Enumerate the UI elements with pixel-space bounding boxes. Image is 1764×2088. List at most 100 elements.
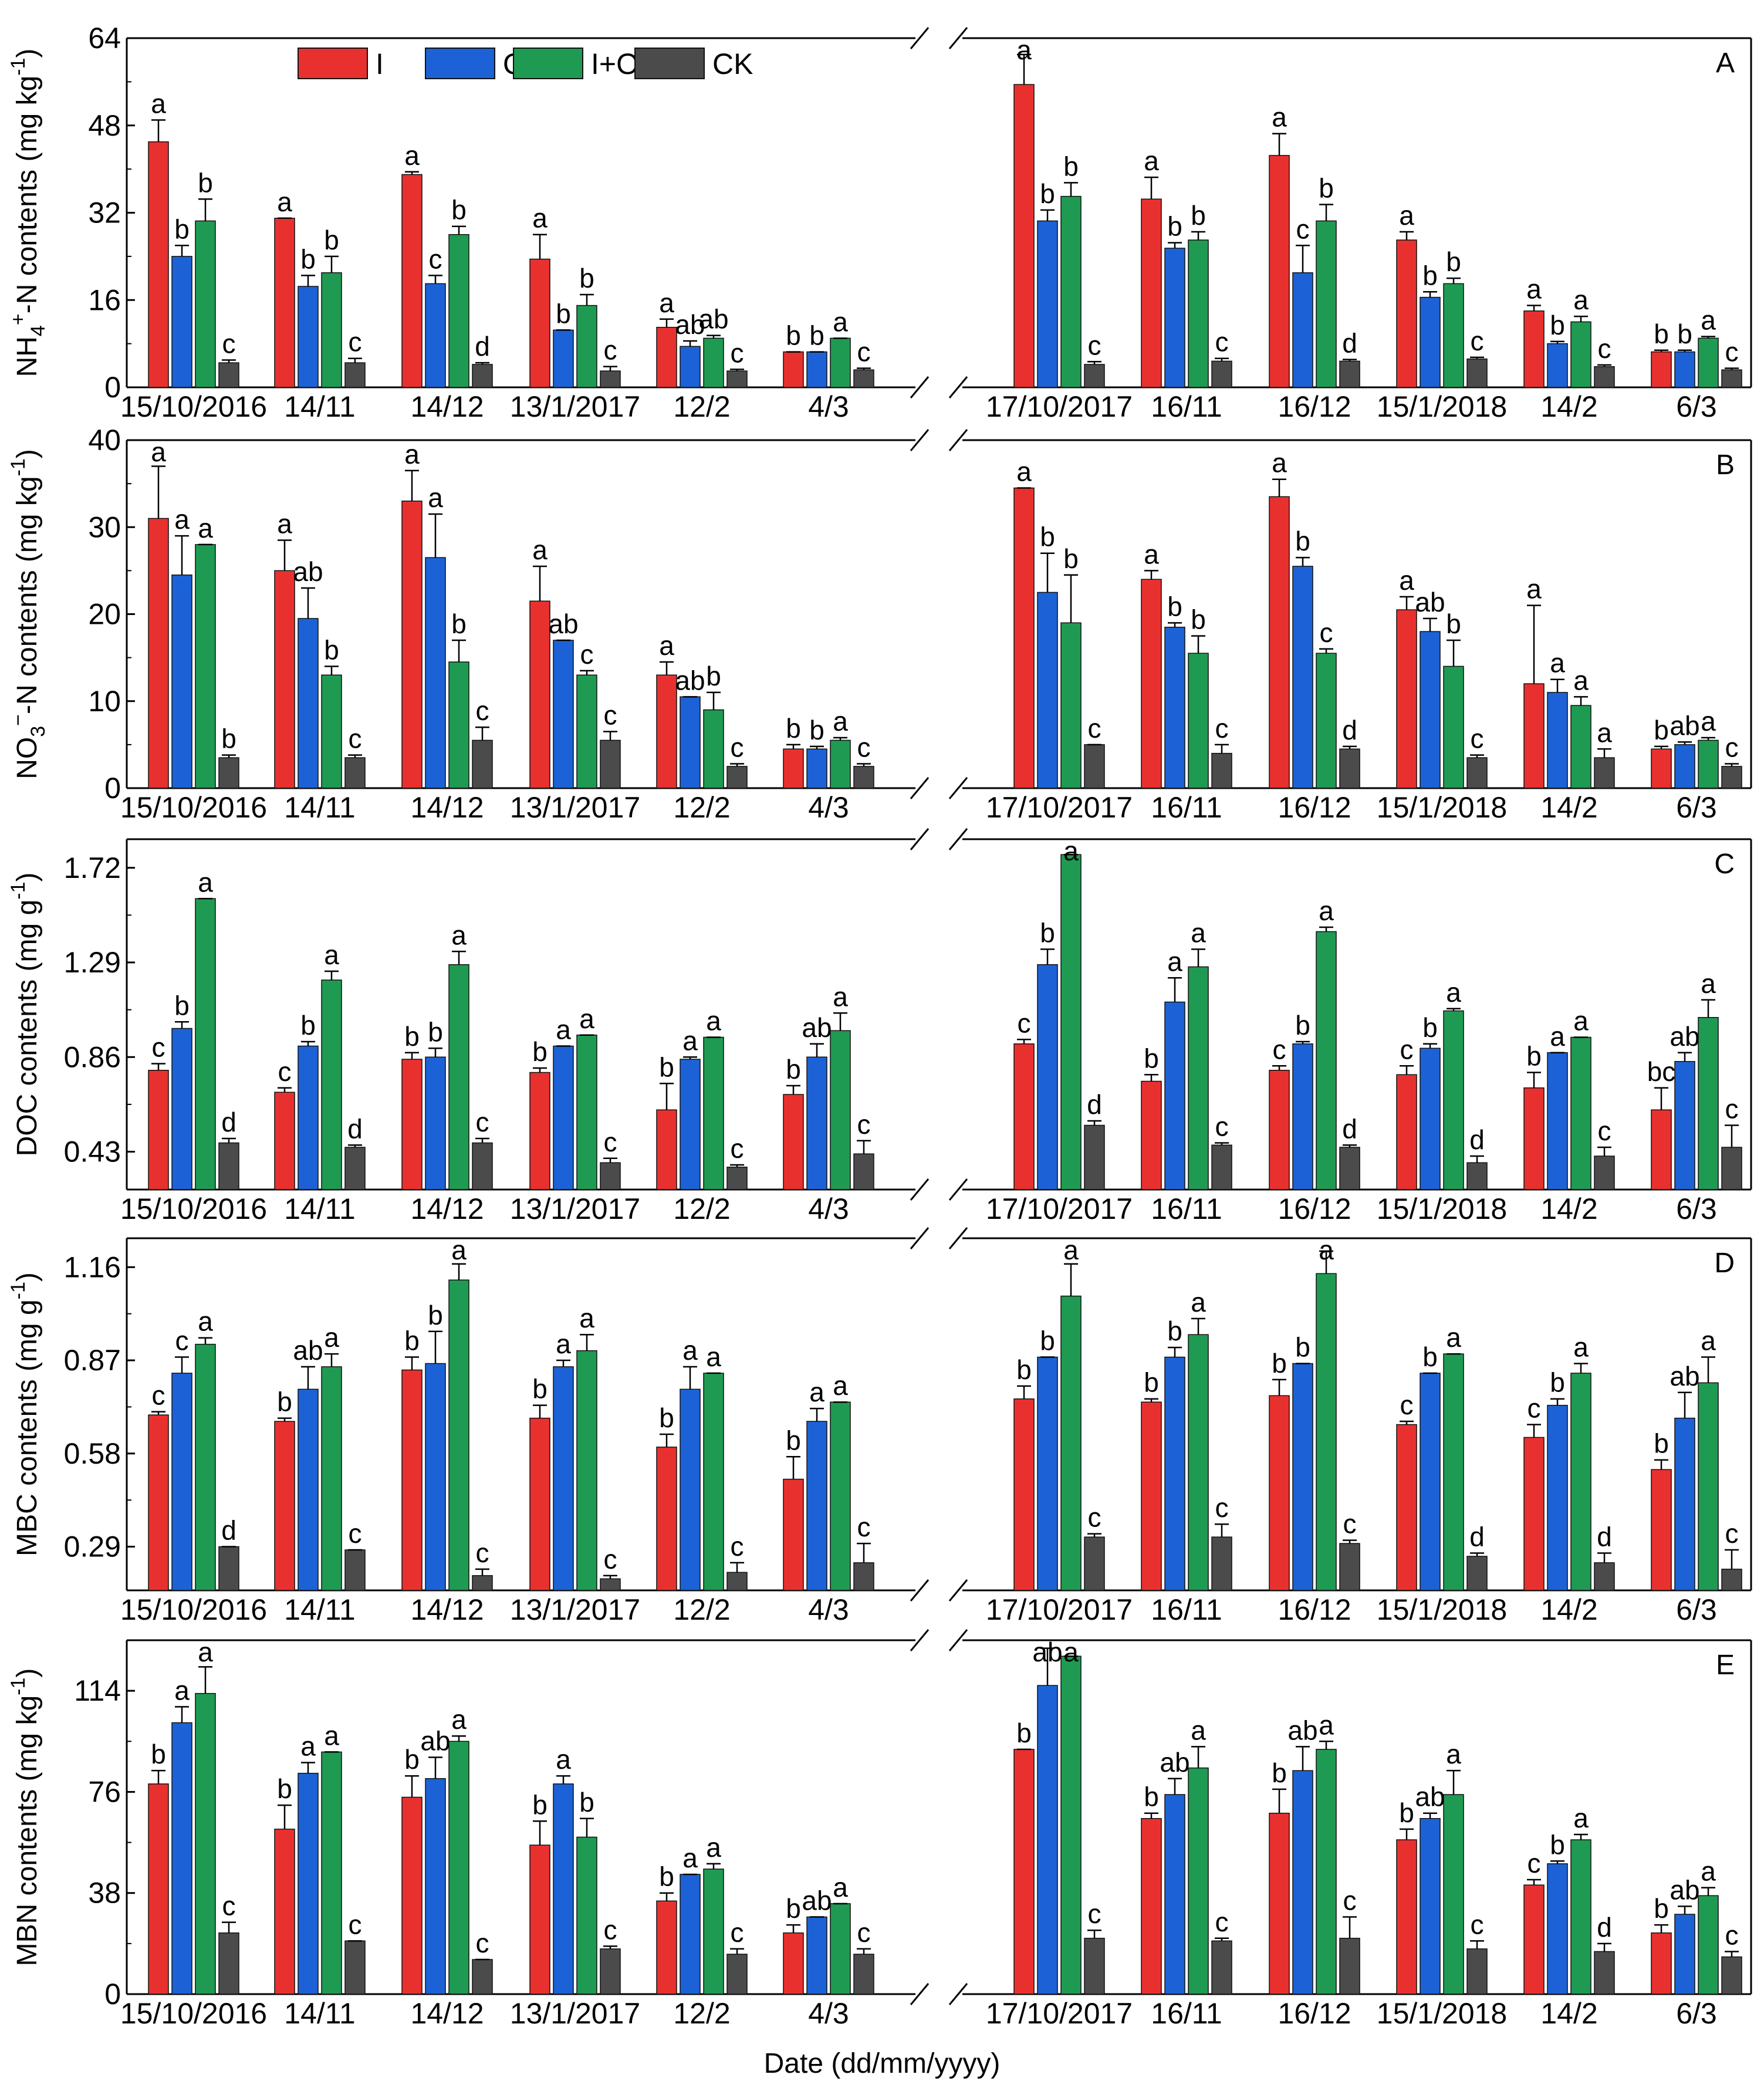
significance-letter: d <box>1342 1113 1357 1144</box>
significance-letter: a <box>324 1720 339 1751</box>
legend-swatch <box>634 48 705 79</box>
significance-letter: c <box>1725 336 1739 367</box>
significance-letter: b <box>1422 1342 1438 1372</box>
bar <box>1292 272 1313 388</box>
bar <box>656 1900 677 1995</box>
bar <box>1269 1395 1290 1591</box>
bar <box>425 1363 446 1591</box>
bar <box>1037 1356 1058 1591</box>
bar <box>472 364 493 388</box>
significance-letter: b <box>300 244 316 274</box>
x-tick-label: 4/3 <box>808 791 849 824</box>
bar <box>1292 1043 1313 1190</box>
bar <box>529 1844 550 1995</box>
axis-break-gap <box>917 378 961 397</box>
bar <box>1141 198 1162 388</box>
significance-letter: b <box>1144 1782 1159 1812</box>
x-tick-label: 17/10/2017 <box>986 1192 1133 1225</box>
significance-letter: a <box>833 1370 848 1401</box>
y-tick-label: 16 <box>88 283 121 316</box>
bar <box>1316 1749 1337 1995</box>
axis-break-gap <box>917 779 961 798</box>
bar <box>401 501 423 789</box>
significance-letter: c <box>1215 1492 1229 1523</box>
legend-item: O <box>425 48 526 80</box>
bar <box>148 1414 169 1591</box>
axis-break-slash <box>948 429 968 451</box>
bar <box>171 1722 192 1995</box>
significance-letter: b <box>174 214 190 244</box>
bar <box>1443 283 1464 388</box>
axis-break-slash <box>948 828 968 850</box>
x-tick-label: 14/11 <box>284 1997 355 2030</box>
bar <box>1594 757 1615 789</box>
significance-letter: c <box>1215 1111 1229 1142</box>
x-tick-label: 16/12 <box>1278 1593 1351 1626</box>
bar <box>1211 1144 1232 1190</box>
significance-letter: c <box>857 336 871 367</box>
significance-letter: a <box>659 630 674 661</box>
bar <box>806 748 827 789</box>
legend-label: I <box>376 48 384 80</box>
bar <box>1651 1932 1672 1995</box>
bar <box>1060 195 1082 388</box>
legend-item: I+O <box>513 48 639 80</box>
x-tick-label: 13/1/2017 <box>510 1593 640 1626</box>
significance-letter: c <box>604 1544 617 1575</box>
significance-letter: a <box>833 981 848 1012</box>
significance-letter: b <box>659 1861 674 1892</box>
y-tick-label: 0.87 <box>64 1344 121 1377</box>
significance-letter: b <box>1040 178 1055 209</box>
significance-letter: b <box>198 167 213 198</box>
bar <box>600 370 621 388</box>
bar <box>806 1916 827 1995</box>
significance-letter: a <box>1573 1332 1589 1363</box>
bar <box>1594 1951 1615 1995</box>
bar <box>806 1421 827 1591</box>
significance-letter: a <box>1701 706 1716 736</box>
x-tick-label: 15/1/2018 <box>1377 1997 1507 2030</box>
significance-letter: b <box>1654 1428 1669 1459</box>
bar <box>1060 1295 1082 1591</box>
x-tick-label: 16/12 <box>1278 390 1351 423</box>
significance-letter: c <box>175 1326 189 1356</box>
x-tick-label: 12/2 <box>673 1192 730 1225</box>
significance-letter: c <box>1598 1116 1611 1146</box>
bar <box>344 1549 366 1591</box>
significance-letter: b <box>277 1773 292 1804</box>
bar <box>553 329 574 388</box>
x-tick-label: 15/10/2016 <box>120 390 267 423</box>
bar <box>1339 748 1360 789</box>
bar <box>1466 757 1488 789</box>
bar <box>1141 1080 1162 1190</box>
bar <box>680 1874 701 1995</box>
significance-letter: c <box>152 1032 165 1063</box>
significance-letter: b <box>1446 609 1461 639</box>
axis-break-bottom <box>910 777 968 799</box>
bar <box>1674 1914 1695 1995</box>
significance-letter: a <box>428 482 443 513</box>
significance-letter: c <box>1725 1094 1739 1124</box>
significance-letter: a <box>579 1004 594 1034</box>
axis-break-bottom <box>910 376 968 398</box>
significance-letter: c <box>1471 724 1484 754</box>
y-tick-label: 0 <box>104 1978 121 2011</box>
bar <box>726 766 748 789</box>
significance-letter: b <box>579 1787 594 1817</box>
significance-letter: b <box>659 1052 674 1082</box>
axis-break-gap <box>917 1229 961 1248</box>
x-tick-label: 17/10/2017 <box>986 390 1133 423</box>
bar <box>425 283 446 388</box>
significance-letter: c <box>222 1891 236 1921</box>
axis-break-top <box>910 429 968 451</box>
panel-c: 0.43 0.86 1.29 1.72 DOC contents (mg g-1) Cc c… <box>7 828 1752 1225</box>
x-tick-label: 16/11 <box>1151 1593 1222 1626</box>
significance-letter: b <box>1167 1316 1182 1346</box>
significance-letter: c <box>1725 1518 1739 1549</box>
significance-letter: c <box>857 732 871 762</box>
bar <box>195 898 216 1190</box>
bar <box>1316 931 1337 1190</box>
bar <box>274 1829 295 1995</box>
